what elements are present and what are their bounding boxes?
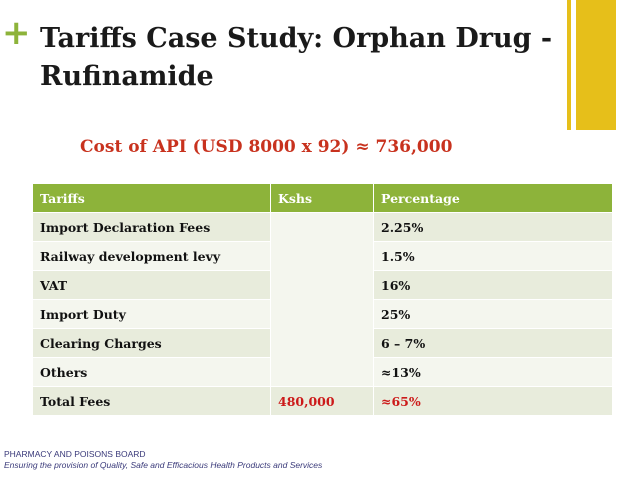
table-row: Import Declaration Fees 2.25% [32,212,613,387]
header-tariffs: Tariffs [32,183,271,213]
tariff-percentage: 16% [373,270,613,300]
cost-suffix: (USD 8000 x 92) ≈ 736,000 [186,137,453,157]
api-cost-line: Cost of API (USD 8000 x 92) ≈ 736,000 [80,137,452,157]
tariff-percentage: ≈13% [373,357,613,387]
header-kshs: Kshs [270,183,374,213]
table-row: Clearing Charges 6 – 7% [32,328,613,358]
footer-tagline: Ensuring the provision of Quality, Safe … [4,460,323,470]
total-percentage: ≈65% [373,386,613,416]
table-row: Railway development levy 1.5% [32,241,613,271]
table-header-row: Tariffs Kshs Percentage [32,183,613,213]
tariff-percentage: 1.5% [373,241,613,271]
tariff-name: Import Declaration Fees [32,212,271,242]
tariff-percentage: 2.25% [373,212,613,242]
tariff-percentage: 6 – 7% [373,328,613,358]
tariff-name: Others [32,357,271,387]
plus-icon: + [2,13,31,53]
tariffs-table: Tariffs Kshs Percentage Import Declarati… [32,183,613,416]
cost-prefix: Cost of [80,137,153,157]
tariff-percentage: 25% [373,299,613,329]
total-label: Total Fees [32,386,271,416]
table-row: Import Duty 25% [32,299,613,329]
tariff-name: Railway development levy [32,241,271,271]
footer-org: PHARMACY AND POISONS BOARD [4,449,146,459]
tariff-name: Clearing Charges [32,328,271,358]
table-row: Others ≈13% [32,357,613,387]
slide-title: Tariffs Case Study: Orphan Drug - Rufina… [40,23,553,92]
tariff-name: VAT [32,270,271,300]
decorative-bar-thin [567,0,571,130]
total-kshs: 480,000 [270,386,374,416]
tariff-name: Import Duty [32,299,271,329]
header-percentage: Percentage [373,183,613,213]
footer: PHARMACY AND POISONS BOARD Ensuring the … [4,449,322,471]
table-total-row: Total Fees 480,000 ≈65% [32,386,613,416]
kshs-merged-cell [270,212,374,387]
decorative-bar-thick [576,0,616,130]
cost-highlight: API [152,137,187,157]
